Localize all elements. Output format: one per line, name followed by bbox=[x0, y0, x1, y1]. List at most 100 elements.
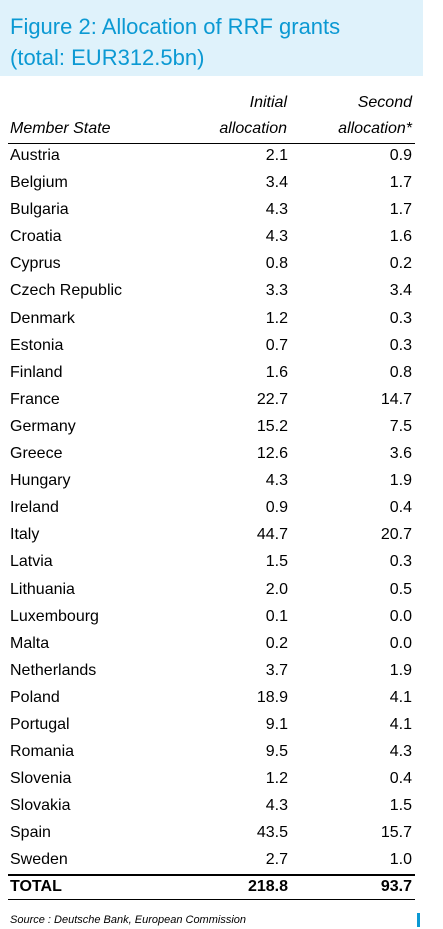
member-state-cell: France bbox=[10, 390, 60, 408]
initial-allocation-cell: 18.9 bbox=[256, 688, 288, 706]
initial-allocation-cell: 1.6 bbox=[265, 363, 288, 381]
initial-allocation-cell: 1.5 bbox=[265, 553, 288, 571]
member-state-cell: Cyprus bbox=[10, 255, 61, 273]
initial-allocation-cell: 2.0 bbox=[265, 580, 288, 598]
table-row: Slovenia 1.2 0.4 bbox=[0, 767, 443, 794]
initial-allocation-cell: 2.7 bbox=[265, 851, 288, 869]
member-state-cell: Austria bbox=[10, 147, 60, 164]
initial-allocation-cell: 1.2 bbox=[265, 309, 288, 327]
table-row: Lithuania 2.0 0.5 bbox=[0, 578, 443, 605]
second-allocation-cell: 0.3 bbox=[389, 309, 412, 327]
table-row: Belgium 3.4 1.7 bbox=[0, 171, 443, 198]
figure-title-box: Figure 2: Allocation of RRF grants (tota… bbox=[0, 0, 423, 76]
header-member-state: Member State bbox=[10, 120, 111, 137]
total-bottom-rule bbox=[8, 899, 415, 900]
initial-allocation-cell: 4.3 bbox=[265, 228, 288, 246]
table-row: Sweden 2.7 1.0 bbox=[0, 848, 443, 875]
initial-allocation-cell: 43.5 bbox=[256, 824, 288, 842]
total-row: TOTAL 218.8 93.7 bbox=[0, 876, 443, 899]
initial-allocation-cell: 44.7 bbox=[256, 526, 288, 544]
member-state-cell: Malta bbox=[10, 634, 50, 652]
member-state-cell: Bulgaria bbox=[10, 201, 69, 219]
table-row: Latvia 1.5 0.3 bbox=[0, 550, 443, 577]
second-allocation-cell: 20.7 bbox=[380, 526, 412, 544]
member-state-cell: Poland bbox=[10, 688, 60, 706]
table-row: Finland 1.6 0.8 bbox=[0, 361, 443, 388]
initial-allocation-cell: 1.2 bbox=[265, 770, 288, 788]
table-row: Slovakia 4.3 1.5 bbox=[0, 794, 443, 821]
initial-allocation-cell: 2.1 bbox=[265, 147, 288, 164]
table-row: Austria 2.1 0.9 bbox=[0, 144, 443, 171]
figure-title: Figure 2: Allocation of RRF grants bbox=[10, 14, 341, 39]
total-label: TOTAL bbox=[10, 878, 62, 895]
member-state-cell: Greece bbox=[10, 445, 63, 463]
member-state-cell: Germany bbox=[10, 417, 76, 435]
initial-allocation-cell: 4.3 bbox=[265, 201, 288, 219]
table-row: Germany 15.2 7.5 bbox=[0, 415, 443, 442]
second-allocation-cell: 1.6 bbox=[389, 228, 412, 246]
total-second: 93.7 bbox=[380, 878, 412, 895]
second-allocation-cell: 0.3 bbox=[389, 553, 412, 571]
member-state-cell: Czech Republic bbox=[10, 282, 123, 300]
member-state-cell: Belgium bbox=[10, 174, 68, 192]
table-row: Bulgaria 4.3 1.7 bbox=[0, 198, 443, 225]
member-state-cell: Sweden bbox=[10, 851, 68, 869]
member-state-cell: Estonia bbox=[10, 336, 64, 354]
member-state-cell: Denmark bbox=[10, 309, 75, 327]
second-allocation-cell: 0.4 bbox=[389, 770, 412, 788]
initial-allocation-cell: 4.3 bbox=[265, 472, 288, 490]
member-state-cell: Hungary bbox=[10, 472, 71, 490]
initial-allocation-cell: 3.7 bbox=[265, 661, 288, 679]
second-allocation-cell: 1.0 bbox=[389, 851, 412, 869]
second-allocation-cell: 0.3 bbox=[389, 336, 412, 354]
header-rule bbox=[8, 143, 415, 144]
initial-allocation-cell: 9.1 bbox=[265, 715, 288, 733]
second-allocation-cell: 3.4 bbox=[389, 282, 412, 300]
table-row: Luxembourg 0.1 0.0 bbox=[0, 605, 443, 632]
total-top-rule bbox=[8, 874, 415, 876]
second-allocation-cell: 0.0 bbox=[389, 634, 412, 652]
table-row: Malta 0.2 0.0 bbox=[0, 632, 443, 659]
source-note: Source : Deutsche Bank, European Commiss… bbox=[10, 914, 247, 926]
initial-allocation-cell: 0.2 bbox=[265, 634, 288, 652]
header-second-line1: Second bbox=[357, 94, 412, 111]
second-allocation-cell: 15.7 bbox=[380, 824, 412, 842]
initial-allocation-cell: 15.2 bbox=[256, 417, 288, 435]
second-allocation-cell: 0.5 bbox=[389, 580, 412, 598]
second-allocation-cell: 1.5 bbox=[389, 797, 412, 815]
member-state-cell: Finland bbox=[10, 363, 63, 381]
table-row: Italy 44.7 20.7 bbox=[0, 523, 443, 550]
header-second-line2: allocation* bbox=[338, 120, 412, 137]
second-allocation-cell: 4.1 bbox=[389, 688, 412, 706]
second-allocation-cell: 1.7 bbox=[389, 174, 412, 192]
member-state-cell: Italy bbox=[10, 526, 40, 544]
initial-allocation-cell: 0.7 bbox=[265, 336, 288, 354]
table-row: Romania 9.5 4.3 bbox=[0, 740, 443, 767]
table-row: Croatia 4.3 1.6 bbox=[0, 225, 443, 252]
table-row: Denmark 1.2 0.3 bbox=[0, 307, 443, 334]
table-row: Ireland 0.9 0.4 bbox=[0, 496, 443, 523]
initial-allocation-cell: 0.9 bbox=[265, 499, 288, 517]
header-initial-line2: allocation bbox=[219, 120, 287, 137]
initial-allocation-cell: 12.6 bbox=[256, 445, 288, 463]
second-allocation-cell: 7.5 bbox=[389, 417, 412, 435]
second-allocation-cell: 0.0 bbox=[389, 607, 412, 625]
table-row: Portugal 9.1 4.1 bbox=[0, 713, 443, 740]
second-allocation-cell: 1.9 bbox=[389, 472, 412, 490]
page-marker bbox=[417, 913, 420, 927]
table-row: Poland 18.9 4.1 bbox=[0, 686, 443, 713]
total-initial: 218.8 bbox=[247, 878, 288, 895]
second-allocation-cell: 4.3 bbox=[389, 743, 412, 761]
initial-allocation-cell: 3.3 bbox=[265, 282, 288, 300]
table-body: Austria 2.1 0.9 Belgium 3.4 1.7 Bulgaria 4.3 1.7… bbox=[0, 144, 443, 876]
member-state-cell: Ireland bbox=[10, 499, 59, 517]
table-row: Netherlands 3.7 1.9 bbox=[0, 659, 443, 686]
second-allocation-cell: 0.8 bbox=[389, 363, 412, 381]
initial-allocation-cell: 22.7 bbox=[256, 390, 288, 408]
table-row: Cyprus 0.8 0.2 bbox=[0, 252, 443, 279]
second-allocation-cell: 1.9 bbox=[389, 661, 412, 679]
table-row: Hungary 4.3 1.9 bbox=[0, 469, 443, 496]
table-row: Greece 12.6 3.6 bbox=[0, 442, 443, 469]
member-state-cell: Lithuania bbox=[10, 580, 75, 598]
initial-allocation-cell: 0.8 bbox=[265, 255, 288, 273]
